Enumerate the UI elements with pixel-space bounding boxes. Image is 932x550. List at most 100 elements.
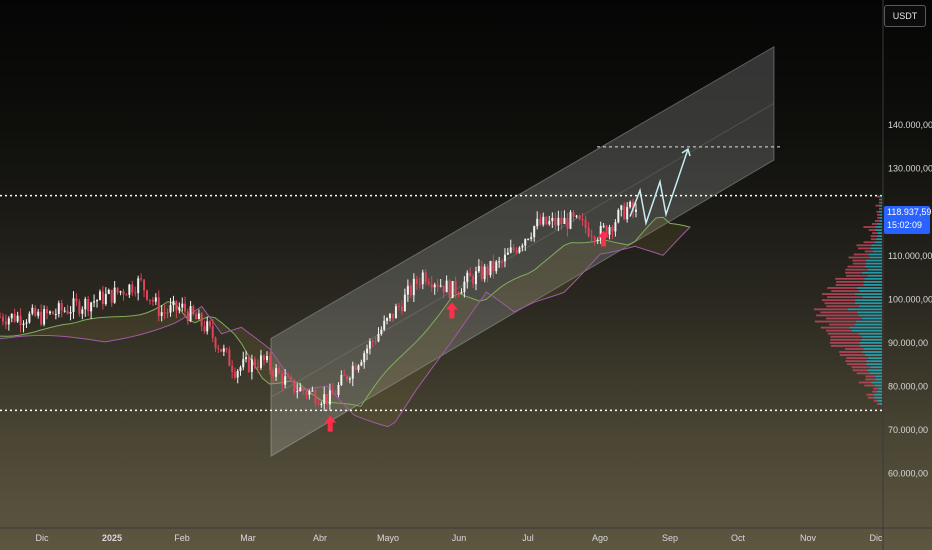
candle-body: [125, 294, 128, 296]
candle-body: [469, 272, 472, 277]
candle-body: [166, 312, 169, 314]
profile-bar-sell: [877, 216, 880, 219]
time-axis-label: Oct: [731, 533, 746, 543]
horizontal-levels: [0, 194, 882, 412]
price-axis-label: 110.000,00: [888, 251, 932, 261]
candle-body: [146, 290, 148, 300]
candle-body: [368, 341, 371, 349]
candle-body: [323, 394, 326, 404]
candle-body: [593, 236, 596, 241]
candle-body: [328, 390, 331, 405]
candle-body: [557, 217, 560, 226]
candle-body: [575, 215, 578, 217]
profile-bar-buy: [867, 274, 882, 277]
profile-bar-sell: [845, 360, 867, 363]
candle-body: [101, 291, 104, 305]
candle-body: [489, 260, 492, 276]
profile-bar-buy: [871, 381, 882, 384]
candle-body: [51, 311, 54, 315]
candle-body: [596, 239, 599, 241]
candle-body: [436, 284, 439, 287]
candle-body: [247, 357, 250, 372]
profile-bar-buy: [865, 259, 882, 262]
candle-body: [233, 371, 236, 378]
candle-body: [195, 314, 198, 320]
candle-body: [430, 283, 433, 288]
profile-bar-sell: [827, 287, 857, 289]
candle-body: [483, 266, 486, 280]
candle-body: [451, 281, 454, 299]
currency-badge[interactable]: USDT: [884, 5, 926, 27]
price-axis-label: 80.000,00: [888, 381, 928, 391]
candle-body: [617, 210, 620, 223]
candle-body: [383, 320, 386, 330]
profile-bar-sell: [877, 402, 880, 405]
candle-body: [43, 309, 46, 325]
profile-bar-buy: [880, 201, 882, 204]
candle-body: [98, 291, 101, 301]
candle-body: [228, 349, 231, 367]
candle-body: [63, 310, 66, 312]
projection-zigzag: [629, 148, 689, 227]
candle-body: [197, 313, 200, 320]
candle-body: [278, 368, 281, 374]
profile-bar-sell: [879, 201, 881, 204]
candle-body: [46, 309, 49, 314]
profile-bar-buy: [864, 265, 882, 268]
candle-body: [160, 312, 163, 317]
candle-body: [530, 237, 533, 239]
candle-body: [275, 368, 278, 377]
candle-body: [163, 312, 166, 314]
candle-body: [206, 321, 209, 332]
candle-body: [172, 300, 175, 306]
last-price: 118.937,59: [887, 207, 932, 217]
candle-body: [93, 301, 96, 303]
profile-bar-buy: [880, 213, 882, 216]
profile-bar-sell: [853, 253, 869, 256]
profile-bar-sell: [848, 256, 870, 259]
candle-body: [69, 312, 72, 314]
candle-body: [623, 205, 626, 220]
profile-bar-sell: [876, 195, 881, 198]
candle-body: [545, 216, 548, 225]
candle-body: [57, 303, 60, 315]
candle-body: [4, 321, 7, 325]
profile-bar-buy: [870, 366, 882, 369]
candle-body: [620, 205, 623, 211]
candle-body: [509, 247, 512, 253]
candle-body: [272, 370, 275, 377]
candle-body: [394, 306, 397, 319]
candle-body: [421, 272, 424, 285]
profile-bar-buy: [878, 204, 882, 207]
profile-bar-sell: [872, 390, 878, 393]
candle-body: [54, 314, 57, 316]
candle-body: [220, 349, 223, 352]
candle-body: [157, 297, 160, 317]
candle-body: [90, 302, 93, 312]
candle-body: [548, 221, 551, 225]
candle-body: [374, 341, 377, 343]
candle-body: [231, 366, 234, 372]
candle-body: [178, 307, 181, 311]
profile-bar-sell: [824, 302, 855, 305]
candle-body: [287, 376, 290, 378]
profile-bar-sell: [865, 378, 876, 381]
profile-bar-sell: [863, 226, 876, 228]
candle-body: [433, 284, 436, 288]
candle-body: [563, 217, 566, 224]
profile-bar-sell: [816, 314, 859, 317]
profile-bar-buy: [858, 314, 882, 317]
candle-body: [175, 300, 178, 311]
candle-body: [351, 365, 354, 379]
price-axis: 60.000,00 70.000,00 80.000,00 90.000,00 100.…: [882, 0, 932, 550]
candle-body: [113, 287, 116, 303]
candle-body: [256, 366, 259, 368]
candle-body: [334, 394, 337, 396]
candle-body: [611, 226, 614, 232]
candle-body: [415, 278, 418, 284]
profile-bar-sell: [866, 393, 874, 396]
profile-bar-sell: [867, 396, 875, 399]
candle-body: [397, 306, 400, 308]
